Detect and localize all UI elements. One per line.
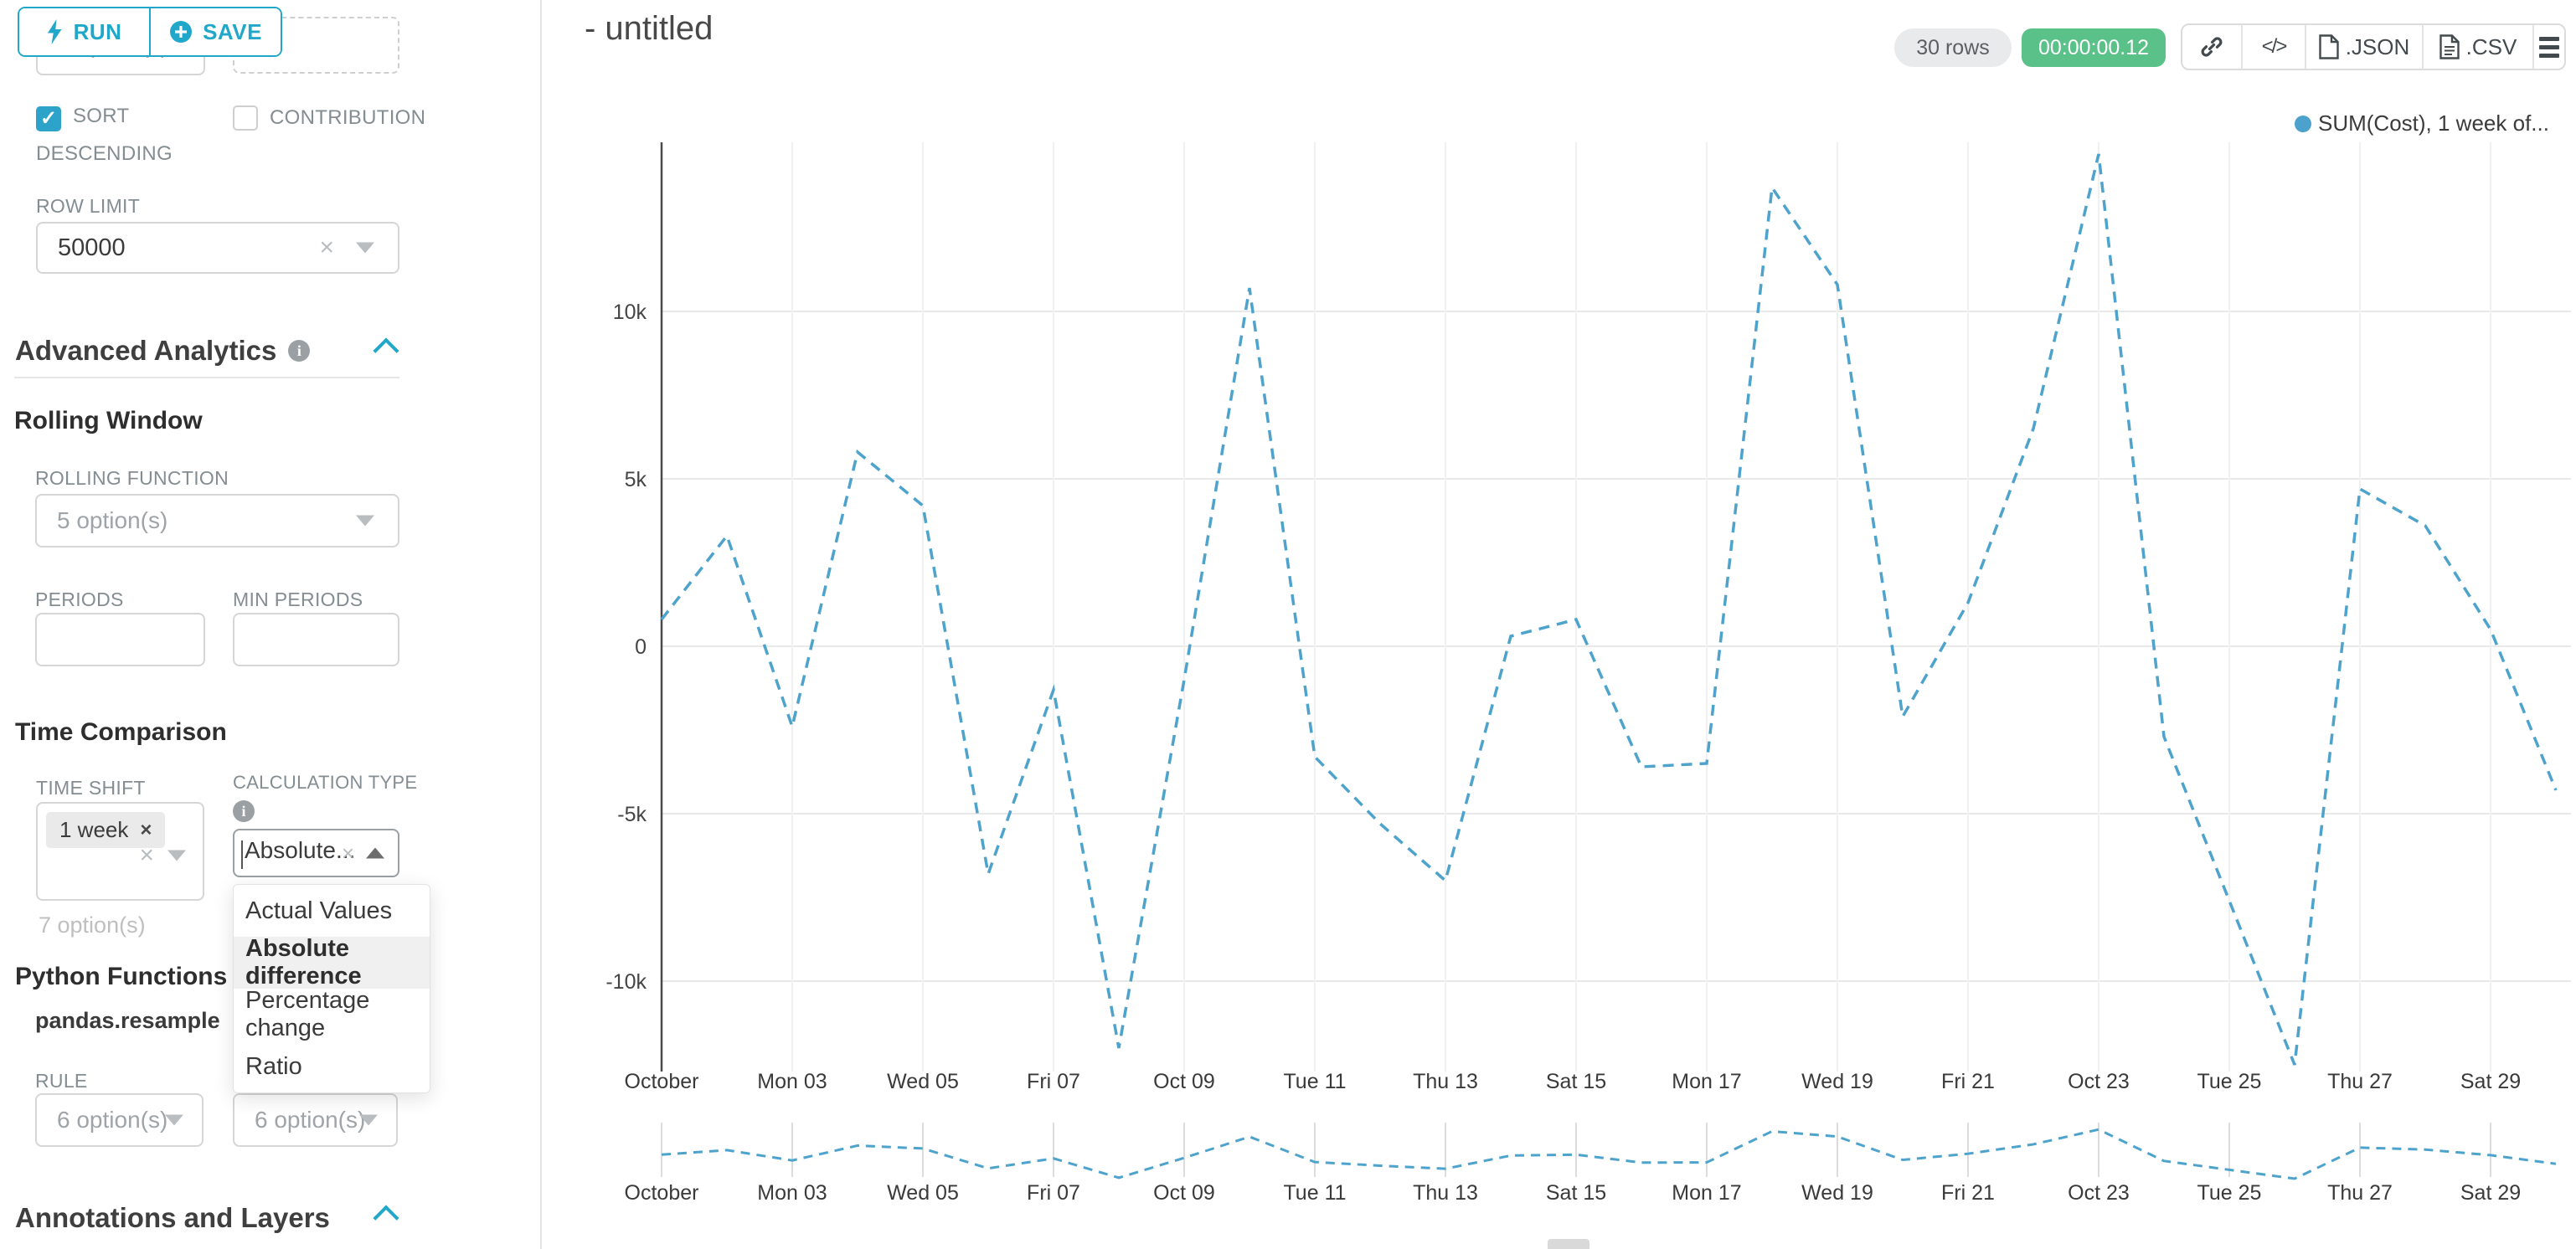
row-count-badge: 30 rows bbox=[1894, 28, 2012, 67]
code-icon: </> bbox=[2261, 35, 2288, 58]
menu-item[interactable]: Absolute difference bbox=[234, 935, 430, 989]
calculation-type-menu: Actual Values Absolute difference Percenta… bbox=[233, 884, 430, 1093]
chart-menu-button[interactable] bbox=[2532, 25, 2564, 69]
sort-descending-label: SORT DESCENDING bbox=[36, 105, 173, 165]
rule-value-2: 6 option(s) bbox=[255, 1107, 366, 1133]
sort-descending-control[interactable]: ✓ SORT DESCENDING bbox=[36, 99, 212, 174]
export-csv-button[interactable]: .CSV bbox=[2422, 25, 2532, 69]
periods-input[interactable] bbox=[35, 613, 205, 666]
plus-circle-icon bbox=[170, 21, 193, 43]
chevron-down-icon bbox=[356, 515, 374, 527]
save-button[interactable]: SAVE bbox=[149, 8, 281, 55]
pandas-resample-label: pandas.resample bbox=[35, 1008, 220, 1033]
calculation-type-label: CALCULATION TYPE bbox=[233, 772, 418, 793]
link-icon bbox=[2201, 37, 2223, 57]
sort-descending-checkbox[interactable]: ✓ bbox=[36, 105, 61, 131]
chart-title[interactable]: - untitled bbox=[585, 10, 714, 47]
rolling-function-value: 5 option(s) bbox=[57, 507, 168, 533]
chart-canvas[interactable] bbox=[541, 75, 2576, 1249]
calculation-type-select[interactable]: Absolute... × bbox=[233, 829, 399, 877]
run-button-label: RUN bbox=[73, 18, 122, 44]
export-json-button[interactable]: .JSON bbox=[2305, 25, 2422, 69]
time-shift-tag: 1 week × bbox=[46, 812, 166, 848]
file-icon bbox=[2439, 34, 2460, 59]
info-icon[interactable]: i bbox=[233, 800, 255, 822]
chevron-down-icon bbox=[356, 242, 374, 254]
legend-series-dot bbox=[2295, 115, 2311, 132]
save-button-label: SAVE bbox=[203, 18, 262, 44]
contribution-label: CONTRIBUTION bbox=[270, 106, 426, 129]
rolling-function-select[interactable]: 5 option(s) bbox=[35, 494, 399, 547]
collapse-chevron-icon[interactable] bbox=[373, 337, 399, 364]
sidebar-divider bbox=[540, 0, 542, 1249]
time-shift-select[interactable]: 1 week × × bbox=[36, 802, 204, 901]
file-icon bbox=[2319, 34, 2339, 59]
run-save-button-group: RUN SAVE bbox=[18, 7, 282, 57]
python-functions-heading: Python Functions bbox=[15, 963, 228, 990]
annotations-title: Annotations and Layers bbox=[15, 1202, 330, 1233]
remove-tag-icon[interactable]: × bbox=[140, 818, 152, 841]
menu-item[interactable]: Ratio bbox=[234, 1041, 430, 1092]
rule-select[interactable]: 6 option(s) bbox=[35, 1093, 204, 1147]
annotations-header[interactable]: Annotations and Layers bbox=[15, 1202, 400, 1234]
section-divider bbox=[14, 377, 399, 378]
min-periods-label: MIN PERIODS bbox=[233, 589, 363, 610]
min-periods-input[interactable] bbox=[233, 613, 399, 666]
rule-label: RULE bbox=[35, 1070, 88, 1092]
run-button[interactable]: RUN bbox=[19, 8, 149, 55]
text-cursor bbox=[241, 840, 243, 869]
datazoom-handle[interactable] bbox=[1548, 1239, 1589, 1249]
bolt-icon bbox=[47, 19, 62, 44]
rule-select-secondary[interactable]: 6 option(s) bbox=[233, 1093, 398, 1147]
json-button-label: .JSON bbox=[2345, 33, 2410, 59]
row-limit-value: 50000 bbox=[58, 234, 126, 261]
hamburger-icon bbox=[2539, 36, 2559, 58]
info-icon[interactable]: i bbox=[288, 340, 311, 362]
time-comparison-heading: Time Comparison bbox=[15, 718, 227, 746]
menu-item[interactable]: Actual Values bbox=[234, 885, 430, 937]
clear-icon[interactable]: × bbox=[319, 234, 334, 261]
menu-item[interactable]: Percentage change bbox=[234, 987, 430, 1041]
query-timer-badge: 00:00:00.12 bbox=[2022, 28, 2166, 67]
rolling-window-heading: Rolling Window bbox=[14, 407, 203, 434]
clear-icon[interactable]: × bbox=[341, 840, 354, 866]
export-button-group: </> .JSON .CSV bbox=[2181, 23, 2566, 70]
contribution-control[interactable]: CONTRIBUTION bbox=[233, 105, 425, 131]
row-limit-label: ROW LIMIT bbox=[36, 195, 141, 217]
chevron-up-icon bbox=[366, 847, 384, 859]
rolling-function-label: ROLLING FUNCTION bbox=[35, 467, 229, 489]
advanced-analytics-header[interactable]: Advanced Analytics i bbox=[15, 335, 400, 367]
legend-series-label: SUM(Cost), 1 week of... bbox=[2318, 111, 2549, 136]
view-query-button[interactable]: </> bbox=[2241, 25, 2305, 69]
time-shift-placeholder: 7 option(s) bbox=[39, 912, 146, 938]
clear-icon[interactable]: × bbox=[139, 841, 154, 869]
rule-value: 6 option(s) bbox=[57, 1107, 168, 1133]
advanced-analytics-title: Advanced Analytics bbox=[15, 335, 277, 366]
calculation-type-value: Absolute... bbox=[245, 837, 356, 864]
contribution-checkbox[interactable] bbox=[233, 105, 258, 131]
chart-legend[interactable]: SUM(Cost), 1 week of... bbox=[2295, 111, 2549, 136]
time-shift-tag-label: 1 week bbox=[59, 817, 129, 842]
periods-label: PERIODS bbox=[35, 589, 124, 610]
chevron-down-icon bbox=[167, 850, 186, 861]
collapse-chevron-icon[interactable] bbox=[373, 1205, 399, 1231]
chevron-down-icon bbox=[165, 1114, 183, 1126]
copy-link-button[interactable] bbox=[2182, 25, 2241, 69]
chevron-down-icon bbox=[359, 1114, 378, 1126]
row-limit-select[interactable]: 50000 × bbox=[36, 222, 399, 274]
csv-button-label: .CSV bbox=[2465, 33, 2517, 59]
time-shift-label: TIME SHIFT bbox=[36, 777, 146, 799]
